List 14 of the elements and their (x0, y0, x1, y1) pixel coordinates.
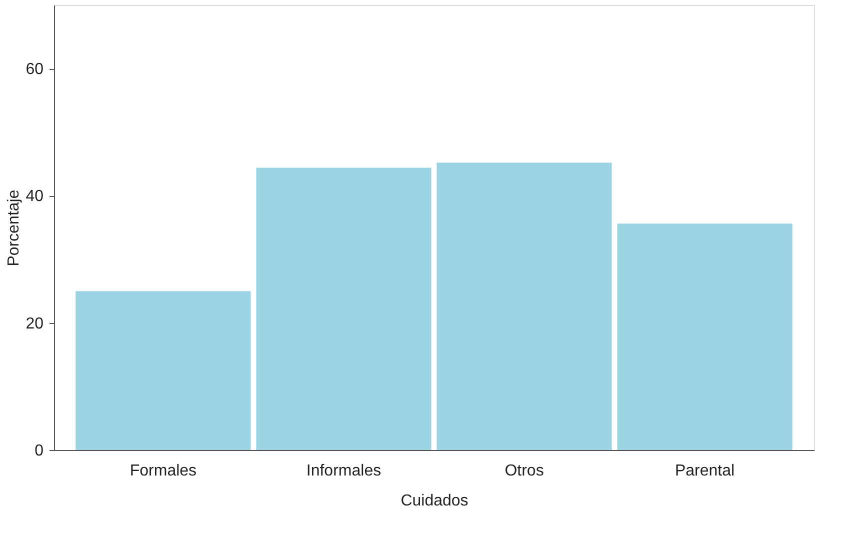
bar (76, 291, 251, 450)
bar (256, 168, 432, 450)
bar (617, 224, 792, 450)
y-axis-title: Porcentaje (6, 190, 23, 266)
x-tick-label: Formales (130, 462, 197, 480)
y-tick-label: 0 (34, 442, 44, 460)
x-tick-label: Parental (674, 462, 735, 480)
bar (436, 162, 612, 450)
x-axis-title: Cuidados (400, 492, 468, 510)
y-tick-label: 40 (26, 188, 44, 206)
x-tick-label: Otros (504, 462, 544, 480)
x-tick-label: Informales (306, 462, 382, 480)
y-tick-label: 20 (26, 315, 44, 332)
y-tick-label: 60 (26, 61, 44, 78)
